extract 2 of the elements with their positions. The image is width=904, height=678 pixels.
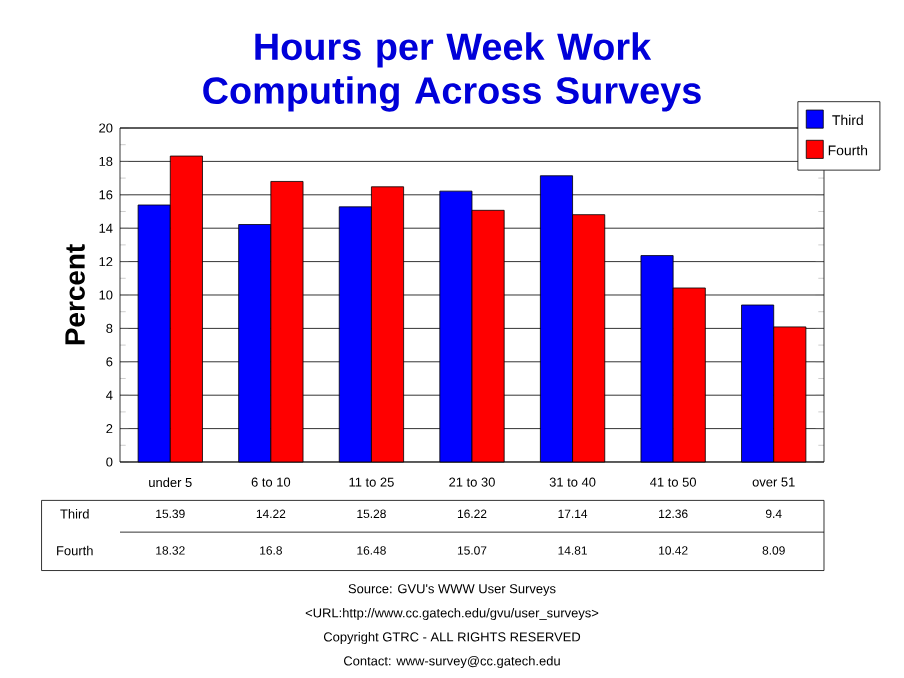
y-axis-title: Percent [65, 244, 85, 345]
chart-title: Hours per Week Work Computing Across Surveys [203, 32, 701, 112]
